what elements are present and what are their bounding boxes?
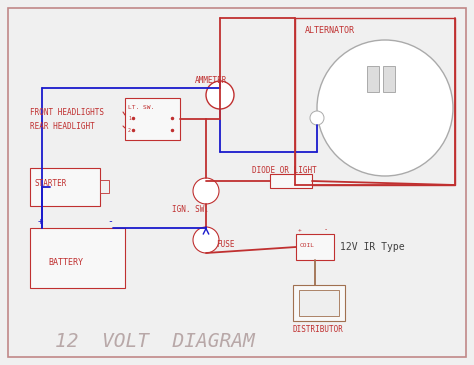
Text: LT. SW.: LT. SW. (128, 105, 154, 110)
Bar (296, 234, 334, 260)
Text: DISTRIBUTOR: DISTRIBUTOR (293, 325, 344, 334)
Text: COIL: COIL (300, 243, 315, 248)
Text: 12  VOLT  DIAGRAM: 12 VOLT DIAGRAM (55, 332, 255, 351)
Text: 12V IR Type: 12V IR Type (340, 242, 405, 252)
Text: -: - (324, 226, 328, 232)
Circle shape (193, 227, 219, 253)
Circle shape (206, 81, 234, 109)
Text: STARTER: STARTER (35, 179, 67, 188)
Text: DIODE OR LIGHT: DIODE OR LIGHT (252, 166, 317, 175)
Text: +: + (298, 227, 302, 232)
Text: +: + (38, 217, 44, 226)
Bar (270, 174, 312, 188)
Bar (367, 66, 379, 92)
Text: BATTERY: BATTERY (48, 258, 83, 267)
Text: AMMETER: AMMETER (195, 76, 228, 85)
Bar (299, 290, 339, 316)
Text: IGN. SW.: IGN. SW. (172, 205, 209, 214)
Text: 2: 2 (128, 128, 131, 133)
Text: -: - (107, 216, 113, 226)
Bar (30, 168, 100, 206)
Bar (295, 18, 455, 185)
Text: 1: 1 (128, 116, 131, 121)
Bar (293, 285, 345, 321)
Circle shape (310, 111, 324, 125)
Bar (30, 228, 125, 288)
Bar (100, 180, 109, 193)
Text: FUSE: FUSE (216, 240, 235, 249)
Circle shape (193, 178, 219, 204)
Text: FRONT HEADLIGHTS: FRONT HEADLIGHTS (30, 108, 104, 117)
Circle shape (317, 40, 453, 176)
Bar (125, 98, 180, 140)
Text: ALTERNATOR: ALTERNATOR (305, 26, 355, 35)
Bar (383, 66, 395, 92)
Text: REAR HEADLIGHT: REAR HEADLIGHT (30, 122, 95, 131)
